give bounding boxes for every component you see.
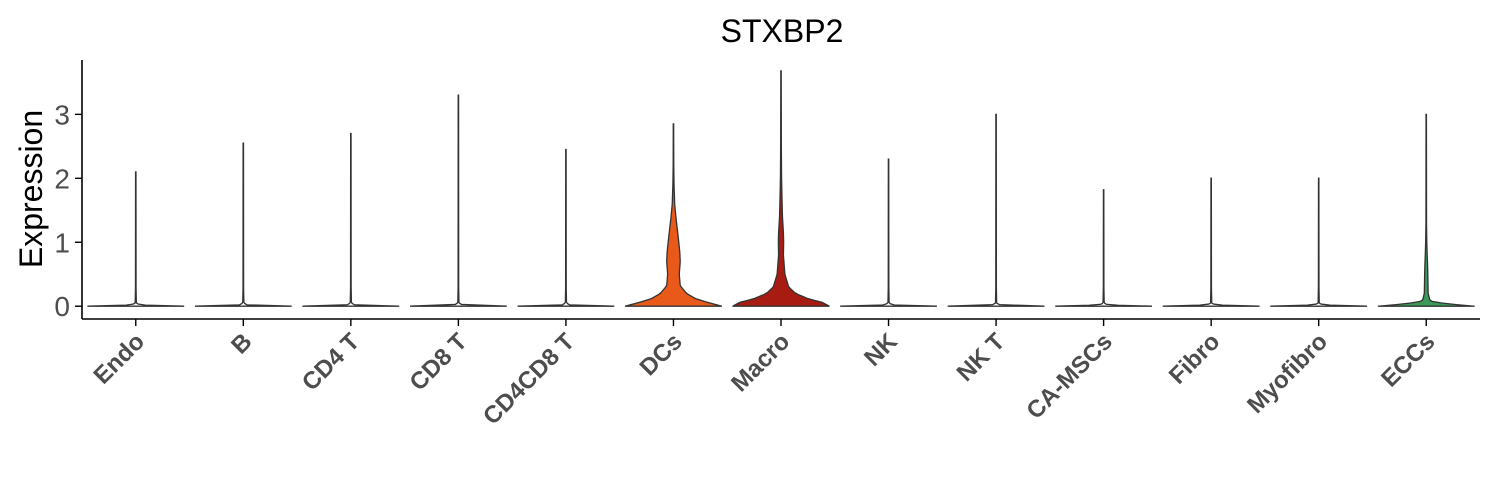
violin-nk-t: [947, 113, 1045, 307]
violin-dcs: [624, 123, 723, 307]
x-tick-label: Fibro: [1164, 328, 1226, 390]
x-tick-label: CD4 T: [297, 328, 365, 396]
violin-cd4cd8-t: [517, 148, 615, 307]
y-ticks-group: 0 1 2 3: [54, 99, 82, 322]
violin-cd8-t: [409, 94, 507, 307]
violin-b: [194, 142, 292, 307]
violin-myofibro: [1270, 177, 1368, 307]
violin-ca-mscs: [1055, 189, 1153, 307]
y-axis-label: Expression: [13, 110, 49, 268]
violin-eccs: [1377, 113, 1475, 307]
x-tick-label: Macro: [726, 328, 795, 397]
y-tick-label: 3: [54, 99, 70, 130]
x-tick-label: B: [226, 328, 257, 359]
violin-endo: [87, 171, 185, 307]
x-tick-label: Myofibro: [1242, 328, 1333, 419]
violin-fibro: [1162, 177, 1260, 307]
x-tick-label: NK T: [952, 328, 1011, 387]
violin-nk: [840, 158, 937, 307]
x-tick-label: DCs: [635, 328, 688, 381]
x-ticks-group: Endo B CD4 T CD8 T CD4CD8 T DCs Macro NK NK T CA-…: [88, 319, 1440, 430]
y-tick-label: 2: [54, 163, 70, 194]
y-tick-label: 1: [54, 227, 70, 258]
x-tick-label: CD8 T: [405, 328, 473, 396]
violin-macro: [732, 70, 830, 307]
chart-title: STXBP2: [721, 13, 844, 49]
x-tick-label: Endo: [88, 328, 150, 390]
x-tick-label: CA-MSCs: [1021, 328, 1117, 424]
x-tick-label: NK: [859, 328, 903, 372]
y-tick-label: 0: [54, 291, 70, 322]
violin-cd4-t: [302, 132, 400, 307]
x-tick-label: ECCs: [1376, 328, 1440, 392]
x-tick-label: CD4CD8 T: [478, 328, 580, 430]
violins-group: [87, 70, 1475, 307]
